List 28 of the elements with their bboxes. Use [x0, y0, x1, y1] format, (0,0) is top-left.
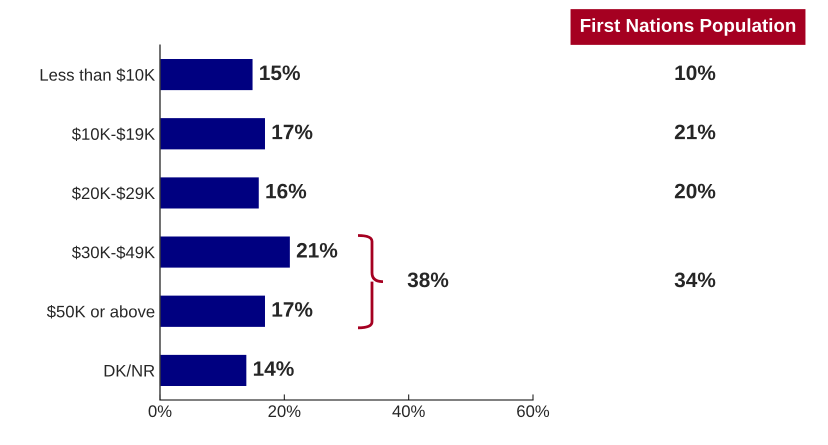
x-tick-label: 20%: [268, 405, 300, 418]
y-tick-label: Less than $10K: [40, 68, 155, 82]
text: 21%: [674, 124, 716, 140]
data-label: 21%: [296, 242, 338, 258]
x-tick-label: 40%: [392, 405, 425, 418]
bar: [160, 235, 292, 270]
data-label: 15%: [260, 65, 300, 80]
data-label: 14%: [254, 361, 294, 376]
bar: [160, 353, 248, 388]
y-tick-label: $10K-$19K: [72, 127, 155, 141]
data-label: 16%: [266, 184, 306, 199]
bar: [160, 176, 260, 210]
y-tick-label: $50K or above: [46, 304, 154, 318]
bar: [160, 294, 266, 328]
text: 10%: [675, 65, 716, 80]
data-label: 17%: [272, 124, 312, 140]
text: 34%: [674, 272, 716, 288]
bar: [160, 58, 254, 92]
y-tick-label: $30K-$49K: [72, 246, 155, 260]
x-tick-label: 0%: [148, 405, 172, 418]
y-tick-label: $20K-$29K: [72, 186, 155, 200]
text: 20%: [674, 184, 716, 199]
bar: [160, 116, 266, 151]
annotation: 38%: [408, 272, 448, 288]
data-label: 17%: [272, 302, 312, 317]
y-tick-label: DK/NR: [104, 364, 154, 377]
text: First Nations Population: [580, 18, 796, 36]
x-tick-label: 60%: [517, 405, 550, 418]
